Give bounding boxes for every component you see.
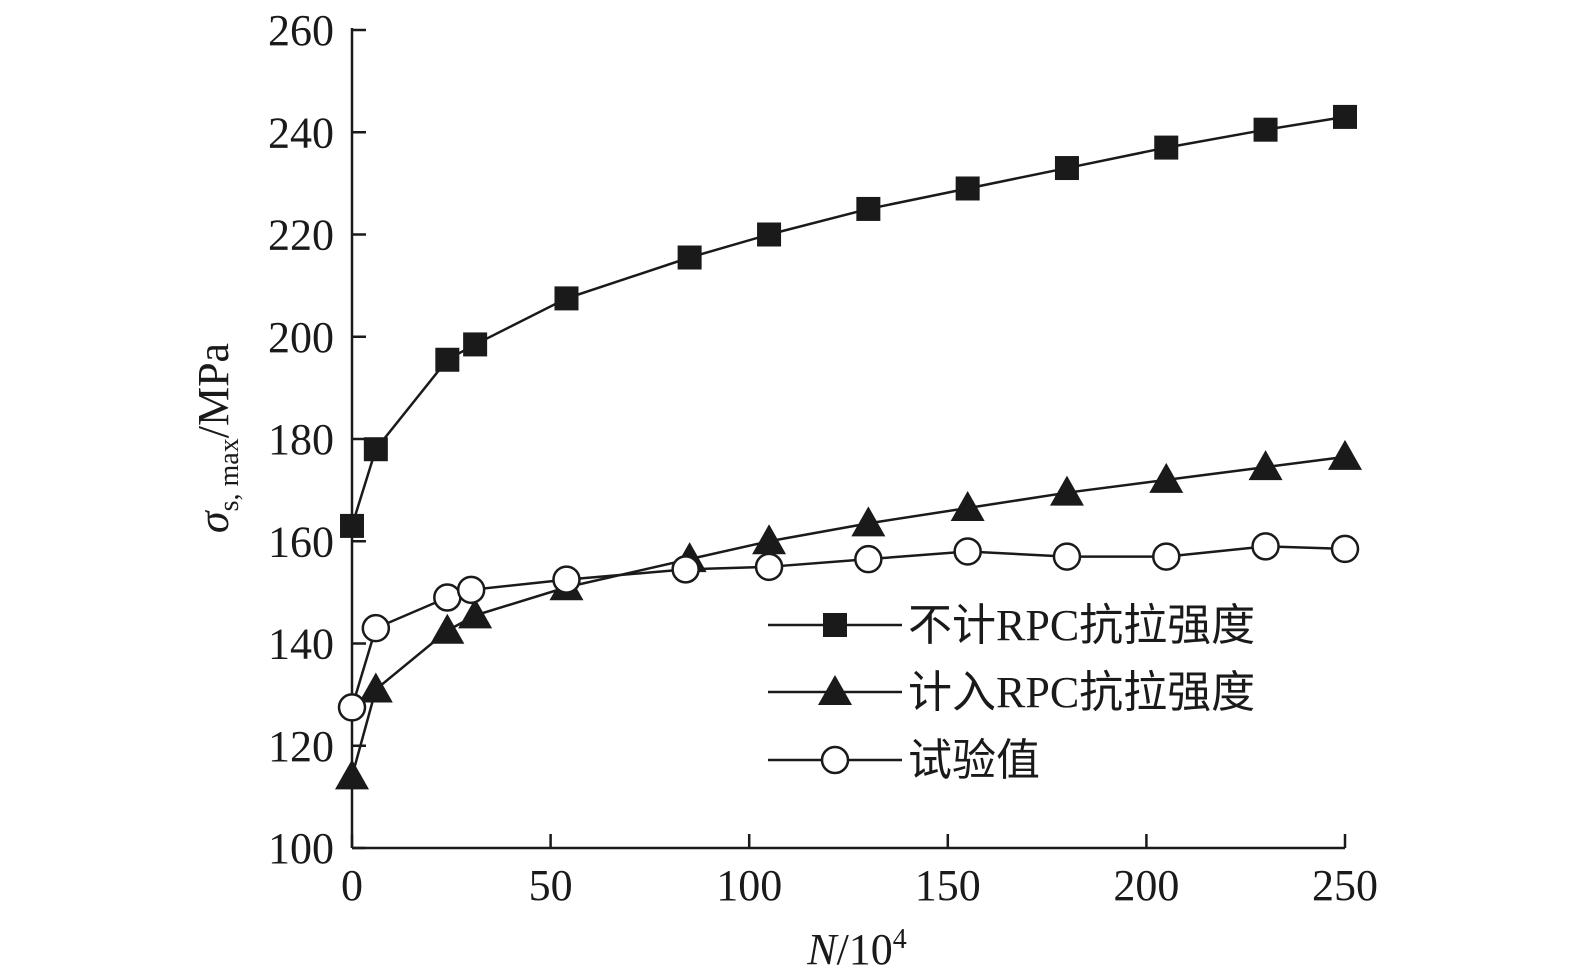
y-tick-label: 140 bbox=[268, 620, 334, 669]
data-point bbox=[361, 613, 391, 643]
data-point bbox=[456, 575, 486, 605]
data-point bbox=[953, 537, 982, 566]
data-point bbox=[554, 286, 579, 311]
data-point bbox=[435, 347, 460, 372]
data-point bbox=[1054, 156, 1079, 181]
data-point bbox=[854, 544, 883, 574]
y-tick-label: 220 bbox=[268, 211, 334, 260]
data-point bbox=[463, 332, 488, 357]
y-tick-label: 260 bbox=[268, 6, 334, 55]
y-tick-label: 160 bbox=[268, 517, 334, 566]
data-point bbox=[1248, 450, 1283, 481]
legend-marker bbox=[818, 675, 852, 705]
y-axis-label: σs, max/MPa bbox=[189, 343, 245, 533]
y-tick-label: 120 bbox=[268, 722, 334, 771]
data-point bbox=[955, 176, 980, 201]
x-tick-label: 0 bbox=[341, 861, 363, 910]
x-tick-label: 250 bbox=[1312, 861, 1378, 910]
data-point bbox=[1049, 475, 1084, 506]
data-point bbox=[1253, 117, 1278, 142]
y-tick-label: 180 bbox=[268, 415, 334, 464]
data-point bbox=[430, 613, 465, 644]
series-1 bbox=[340, 104, 1357, 538]
y-tick-label: 200 bbox=[268, 313, 334, 362]
data-point bbox=[1154, 135, 1179, 160]
x-tick-label: 150 bbox=[915, 861, 981, 910]
legend-label: 不计RPC抗拉强度 bbox=[908, 601, 1255, 650]
data-point bbox=[552, 565, 581, 594]
series-line bbox=[350, 115, 1346, 527]
data-point bbox=[1052, 542, 1082, 571]
y-tick-label: 100 bbox=[268, 824, 334, 873]
data-point bbox=[358, 672, 393, 703]
data-point bbox=[851, 506, 886, 537]
data-point bbox=[757, 222, 782, 247]
data-point bbox=[1152, 542, 1181, 571]
legend-entry-2: 计入RPC抗拉强度 bbox=[768, 668, 1255, 717]
data-point bbox=[433, 583, 462, 612]
legend-entry-1: 不计RPC抗拉强度 bbox=[768, 601, 1255, 650]
series-2 bbox=[335, 439, 1362, 790]
plot-area bbox=[335, 104, 1362, 790]
data-point bbox=[671, 555, 700, 584]
data-point bbox=[458, 598, 493, 629]
data-point bbox=[1328, 439, 1362, 470]
data-point bbox=[856, 196, 881, 221]
legend-marker bbox=[820, 745, 850, 775]
data-point bbox=[677, 245, 702, 270]
x-axis-label: N/104 bbox=[806, 924, 907, 974]
data-point bbox=[1330, 534, 1360, 564]
data-point bbox=[752, 524, 787, 555]
data-point bbox=[363, 437, 388, 462]
legend-label: 试验值 bbox=[908, 736, 1040, 785]
data-point bbox=[337, 693, 367, 722]
x-tick-label: 50 bbox=[529, 861, 573, 910]
axes: 0 50 100 150 200 250 100 120 140 160 180 200 220 240 2… bbox=[268, 6, 1378, 910]
legend-label: 计入RPC抗拉强度 bbox=[908, 668, 1255, 717]
data-point bbox=[1333, 104, 1357, 129]
data-point bbox=[950, 491, 985, 522]
data-point bbox=[1149, 462, 1184, 493]
x-tick-label: 100 bbox=[716, 861, 782, 910]
data-point bbox=[754, 552, 784, 582]
data-point bbox=[1251, 532, 1280, 561]
series-3 bbox=[337, 532, 1360, 722]
legend-entry-3: 试验值 bbox=[768, 736, 1040, 785]
data-point bbox=[340, 513, 364, 538]
y-tick-label: 240 bbox=[268, 108, 334, 157]
x-tick-label: 200 bbox=[1113, 861, 1179, 910]
legend-marker bbox=[823, 613, 847, 637]
data-point bbox=[335, 759, 369, 790]
